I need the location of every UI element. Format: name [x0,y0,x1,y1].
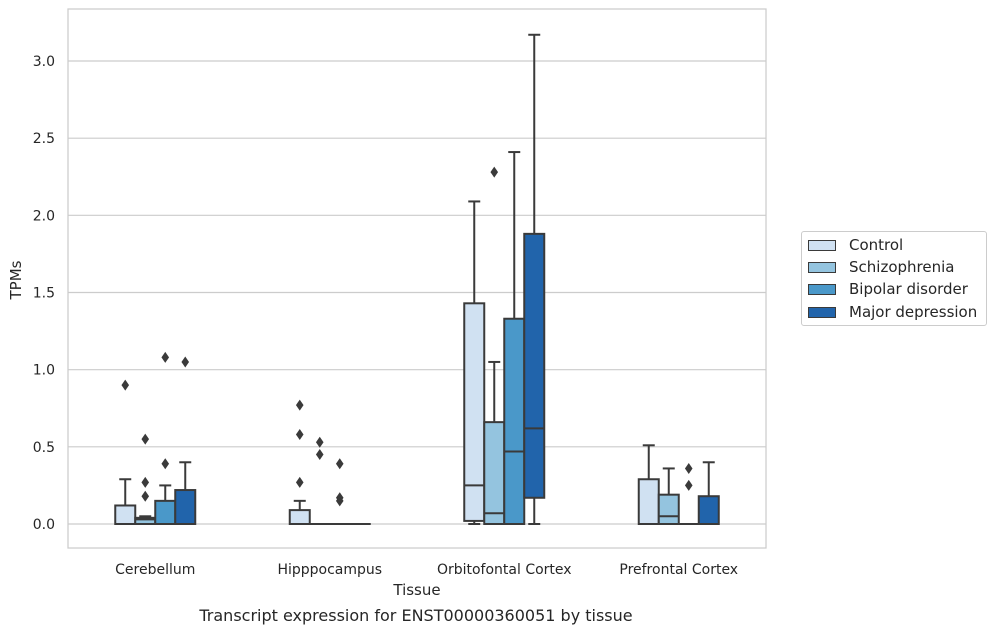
box-rect [637,478,660,526]
box-control [114,379,137,526]
box-elements [114,33,720,526]
legend-swatch-major-depression [808,306,836,318]
legend-label-control: Control [849,236,904,254]
x-tick-label: Hipppocampus [277,562,382,578]
box-rect [463,302,486,522]
legend-item-bipolar-disorder: Bipolar disorder [808,280,968,298]
box-schizophrenia [308,436,331,526]
y-tick-label: 0.0 [33,517,55,533]
legend: Control Schizophrenia Bipolar disorder M… [801,231,987,326]
box-rect [114,504,137,526]
y-tick-label: 2.5 [33,131,55,147]
legend-swatch-control [808,239,836,251]
outlier-point [315,436,324,448]
y-tick-label: 2.0 [33,208,55,224]
outlier-point [295,428,304,440]
outlier-point [295,399,304,411]
outlier-point [141,476,150,488]
box-rect [288,509,311,525]
box-bipolar-disorder [154,351,177,526]
outlier-point [141,490,150,502]
box-control [463,200,486,525]
outlier-point [315,449,324,461]
outlier-point [335,492,344,504]
legend-item-schizophrenia: Schizophrenia [808,258,954,276]
legend-item-major-depression: Major depression [808,303,977,321]
x-tick-label: Cerebellum [115,562,195,578]
outlier-point [335,458,344,470]
outlier-point [141,433,150,445]
box-rect [174,489,197,525]
outlier-point [684,462,693,474]
legend-label-major-depression: Major depression [849,303,978,321]
legend-label-schizophrenia: Schizophrenia [849,258,955,276]
outlier-point [161,458,170,470]
y-gridlines [68,60,766,525]
legend-swatch-bipolar-disorder [808,283,836,295]
y-tick-label: 1.5 [33,286,55,302]
outlier-point [295,476,304,488]
y-tick-labels: 0.0 0.5 1.0 1.5 2.0 2.5 3.0 [33,54,55,533]
box-rect [523,232,546,499]
box-schizophrenia [483,166,506,526]
y-tick-label: 1.0 [33,363,55,379]
box-control [288,399,311,525]
chart-caption: Transcript expression for ENST0000036005… [199,606,633,625]
box-major-depression [174,356,197,525]
box-control [637,444,660,526]
box-bipolar-disorder [503,151,526,525]
legend-item-control: Control [808,236,903,254]
box-schizophrenia [134,433,157,525]
y-axis-label: TPMs [7,260,25,300]
plot-frame [67,8,767,549]
box-rect [154,499,177,526]
box-bipolar-disorder [328,458,351,526]
box-rect [697,495,720,526]
box-major-depression [697,461,720,526]
box-rect [657,493,680,525]
x-tick-label: Prefrontal Cortex [619,562,738,578]
outlier-point [490,166,499,178]
box-major-depression [523,33,546,525]
y-tick-label: 0.5 [33,440,55,456]
legend-label-bipolar-disorder: Bipolar disorder [849,280,968,298]
x-axis-label: Tissue [392,581,440,599]
legend-swatch-schizophrenia [808,261,836,273]
x-tick-labels: Cerebellum Hipppocampus Orbitofontal Corte… [115,562,738,578]
outlier-point [684,479,693,491]
box-schizophrenia [657,467,680,525]
outlier-point [121,379,130,391]
outlier-point [161,351,170,363]
x-tick-label: Orbitofontal Cortex [437,562,572,578]
box-rect [483,421,506,526]
outlier-point [181,356,190,368]
box-bipolar-disorder [677,462,700,526]
box-rect [503,317,526,525]
y-tick-label: 3.0 [33,54,55,70]
